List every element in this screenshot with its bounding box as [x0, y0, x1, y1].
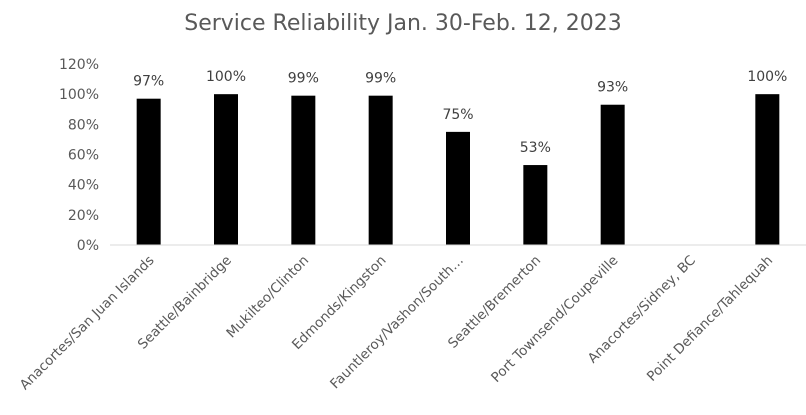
data-label: 100% — [206, 69, 246, 85]
data-label: 75% — [442, 107, 473, 123]
x-axis-labels: Anacortes/San Juan IslandsSeattle/Bainbr… — [17, 253, 776, 394]
x-tick-label: Fauntleroy/Vashon/South… — [327, 253, 467, 393]
y-tick-label: 40% — [68, 178, 99, 194]
chart-title: Service Reliability Jan. 30-Feb. 12, 202… — [184, 11, 622, 36]
y-axis: 0% 20% 40% 60% 80% 100% 120% — [59, 57, 99, 254]
data-label: 53% — [520, 140, 551, 156]
y-tick-label: 100% — [59, 87, 99, 103]
bar — [523, 165, 548, 245]
bar — [291, 95, 316, 245]
data-labels: 97% 100% 99% 99% 75% 53% 93% 100% — [133, 69, 787, 156]
data-label: 100% — [747, 69, 787, 85]
bar — [600, 104, 625, 245]
bar — [368, 95, 393, 245]
bar — [214, 94, 238, 246]
x-tick-label: Anacortes/San Juan Islands — [17, 253, 158, 394]
y-tick-label: 0% — [77, 238, 99, 254]
bar — [755, 94, 780, 246]
x-tick-label: Point Defiance/Tahlequah — [644, 253, 776, 385]
y-tick-label: 20% — [68, 208, 99, 224]
data-label: 97% — [133, 74, 164, 90]
y-tick-label: 60% — [68, 148, 99, 164]
bars — [136, 94, 780, 246]
x-tick-label: Port Townsend/Coupeville — [488, 253, 621, 386]
bar — [446, 131, 470, 245]
data-label: 99% — [288, 71, 319, 87]
y-tick-label: 120% — [59, 57, 99, 73]
data-label: 99% — [365, 71, 396, 87]
data-label: 93% — [597, 80, 628, 96]
bar — [136, 98, 161, 245]
y-tick-label: 80% — [68, 117, 99, 133]
x-tick-label: Mukilteo/Clinton — [223, 253, 312, 342]
